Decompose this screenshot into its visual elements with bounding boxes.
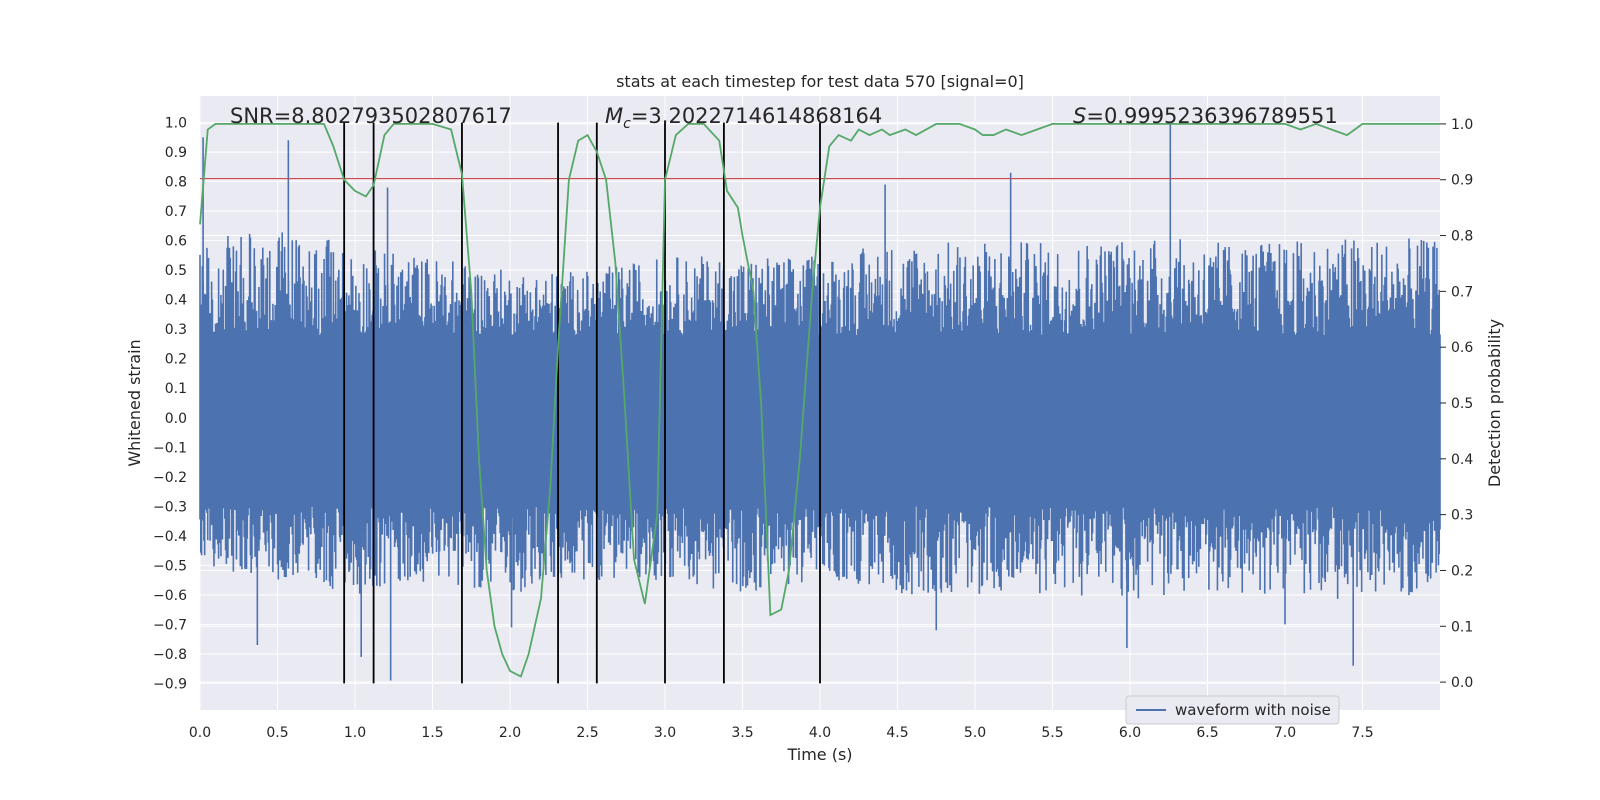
y-tick-label-left: −0.7 — [153, 617, 187, 633]
y-axis-label-left: Whitened strain — [125, 339, 144, 466]
y-tick-label-left: 0.8 — [165, 175, 187, 191]
y-tick-label-left: −0.9 — [153, 676, 187, 692]
y-tick-label-left: −0.8 — [153, 647, 187, 663]
y-tick-label-left: −0.6 — [153, 588, 187, 604]
snr-annotation: SNR=8.802793502807617 — [230, 104, 512, 128]
y-tick-label-left: 0.2 — [165, 352, 187, 368]
y-tick-label-left: 0.9 — [165, 145, 187, 161]
y-tick-label-left: 0.1 — [165, 381, 187, 397]
mc-annotation: Mc=3.2022714614868164 — [605, 104, 882, 132]
x-tick-label: 7.5 — [1351, 725, 1373, 741]
x-tick-label: 2.0 — [499, 725, 521, 741]
probability-line — [199, 122, 1440, 678]
y-tick-label-left: 0.5 — [165, 263, 187, 279]
x-tick-label: 6.5 — [1196, 725, 1218, 741]
mc-value: =3.2022714614868164 — [631, 104, 882, 128]
y-tick-label-right: 1.0 — [1451, 117, 1473, 133]
x-axis-ticks: 0.0 0.5 1.0 1.5 2.0 2.5 3.0 3.5 4.0 4.5 5.0 5.5 6.0 6… — [189, 725, 1374, 741]
y-tick-label-left: 1.0 — [165, 116, 187, 132]
mc-subscript: c — [623, 116, 631, 132]
y-tick-label-right: 0.4 — [1451, 452, 1473, 468]
x-tick-label: 3.0 — [654, 725, 676, 741]
x-tick-label: 0.0 — [189, 725, 211, 741]
y-tick-label-right: 0.2 — [1451, 563, 1473, 579]
legend: waveform with noise — [1125, 695, 1340, 725]
y-tick-label-left: 0.0 — [165, 411, 187, 427]
x-tick-label: 5.5 — [1041, 725, 1063, 741]
x-tick-label: 0.5 — [266, 725, 288, 741]
x-tick-label: 3.5 — [731, 725, 753, 741]
y-tick-label-left: 0.3 — [165, 322, 187, 338]
y-tick-label-right: 0.6 — [1451, 340, 1473, 356]
y-tick-label-right: 0.9 — [1451, 173, 1473, 189]
x-tick-label: 4.0 — [809, 725, 831, 741]
y-tick-label-right: 0.8 — [1451, 229, 1473, 245]
y-tick-label-left: −0.4 — [153, 529, 187, 545]
y-tick-label-left: −0.1 — [153, 440, 187, 456]
legend-label: waveform with noise — [1175, 701, 1331, 719]
mc-symbol: M — [605, 104, 623, 128]
s-annotation: S=0.9995236396789551 — [1073, 104, 1338, 128]
x-tick-label: 1.5 — [421, 725, 443, 741]
x-axis-label: Time (s) — [786, 745, 852, 764]
y-tick-label-left: −0.5 — [153, 558, 187, 574]
y-tick-label-left: 0.6 — [165, 234, 187, 250]
y-tick-label-left: −0.2 — [153, 470, 187, 486]
x-tick-label: 7.0 — [1274, 725, 1296, 741]
x-tick-label: 6.0 — [1119, 725, 1141, 741]
left-axis-ticks: −0.9 −0.8 −0.7 −0.6 −0.5 −0.4 −0.3 −0.2 −0.1 0.0 0… — [153, 116, 187, 693]
right-axis-ticks: 0.0 0.1 0.2 0.3 0.4 0.5 0.6 0.7 0.8 0.9 1.0 — [1440, 117, 1473, 691]
y-tick-label-left: 0.4 — [165, 293, 187, 309]
y-tick-label-left: −0.3 — [153, 499, 187, 515]
y-axis-label-right: Detection probability — [1485, 319, 1504, 487]
x-tick-label: 5.0 — [964, 725, 986, 741]
y-tick-label-right: 0.0 — [1451, 675, 1473, 691]
y-tick-label-left: 0.7 — [165, 204, 187, 220]
x-tick-label: 4.5 — [886, 725, 908, 741]
y-tick-label-right: 0.1 — [1451, 619, 1473, 635]
y-tick-label-right: 0.5 — [1451, 396, 1473, 412]
y-tick-label-right: 0.7 — [1451, 284, 1473, 300]
chart-title: stats at each timestep for test data 570… — [616, 72, 1024, 91]
s-symbol: S — [1073, 104, 1086, 128]
x-tick-label: 1.0 — [344, 725, 366, 741]
legend-box — [1125, 695, 1340, 725]
x-tick-label: 2.5 — [576, 725, 598, 741]
s-value: =0.9995236396789551 — [1086, 104, 1337, 128]
y-tick-label-right: 0.3 — [1451, 508, 1473, 524]
